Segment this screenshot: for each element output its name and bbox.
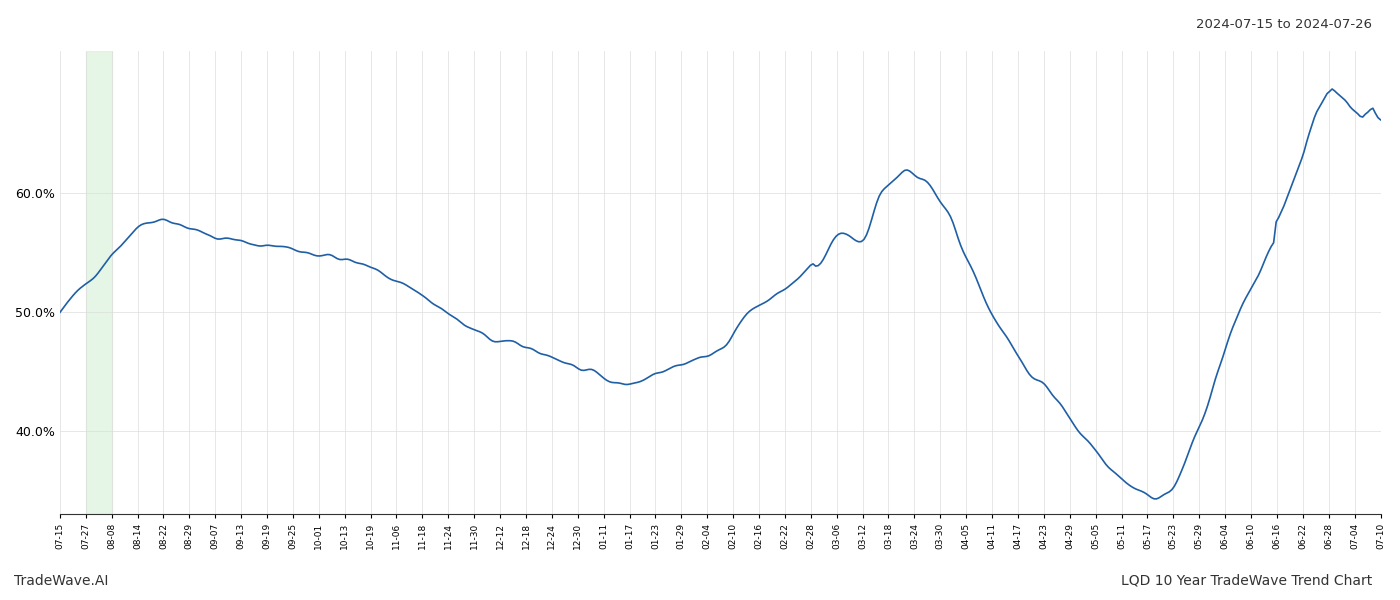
Bar bbox=[85, 51, 112, 514]
Text: 2024-07-15 to 2024-07-26: 2024-07-15 to 2024-07-26 bbox=[1196, 18, 1372, 31]
Text: LQD 10 Year TradeWave Trend Chart: LQD 10 Year TradeWave Trend Chart bbox=[1121, 574, 1372, 588]
Text: TradeWave.AI: TradeWave.AI bbox=[14, 574, 108, 588]
